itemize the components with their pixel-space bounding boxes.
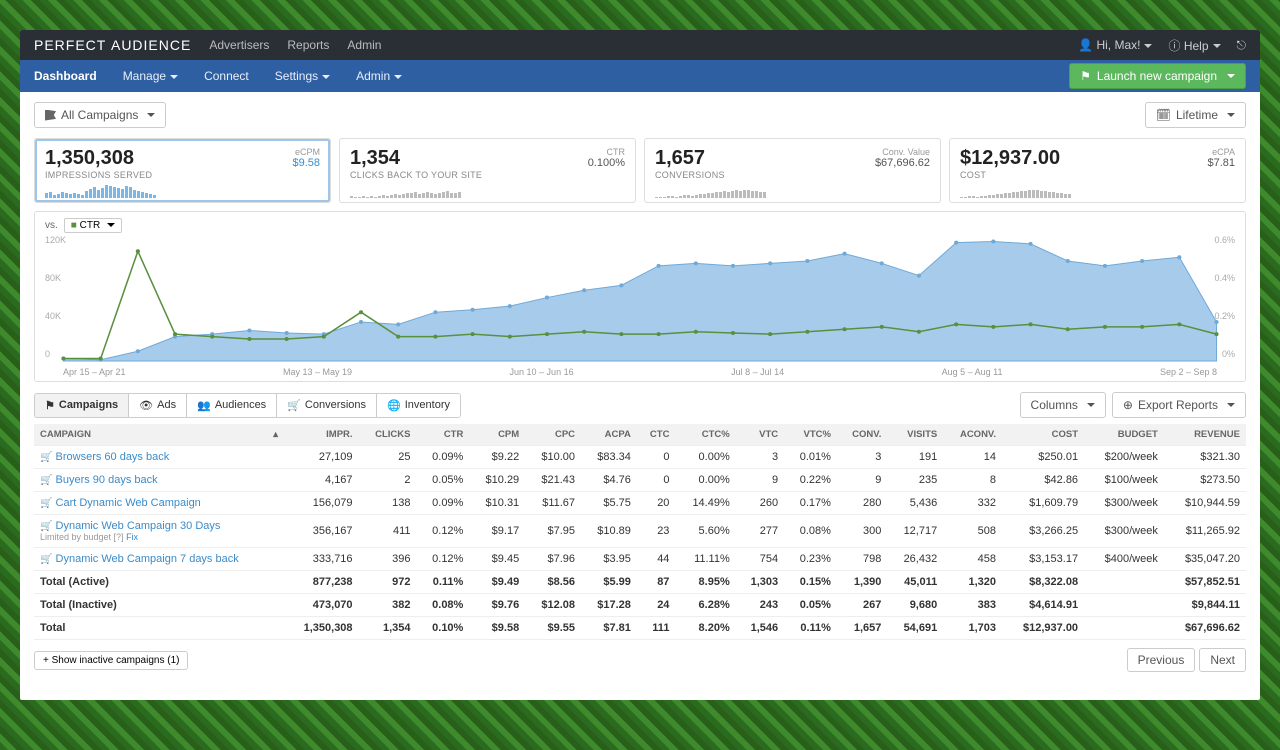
col-clicks[interactable]: CLICKS: [359, 424, 417, 446]
timerange-select[interactable]: 🗓 Lifetime: [1145, 102, 1246, 128]
cart-icon: 🛒: [40, 475, 52, 486]
globe-icon: 🌐: [387, 399, 401, 412]
cart-icon: 🛒: [40, 452, 52, 463]
table-footer: + Show inactive campaigns (1) Previous N…: [34, 648, 1246, 672]
subnav-connect[interactable]: Connect: [204, 69, 249, 83]
eye-icon: 👁: [139, 399, 153, 412]
col-ctc[interactable]: CTC%: [675, 424, 735, 446]
sparkline: [45, 184, 320, 198]
main-chart[interactable]: 120K80K40K00.6%0.4%0.2%0%: [45, 235, 1235, 365]
table-row[interactable]: 🛒 Dynamic Web Campaign 7 days back 333,7…: [34, 548, 1246, 571]
tab-campaigns[interactable]: ⚑Campaigns: [35, 394, 129, 417]
card-value: 1,350,308: [45, 147, 320, 170]
topbar-right: 👤 Hi, Max! ⓘ Help ⎋: [1078, 37, 1246, 54]
next-button[interactable]: Next: [1199, 648, 1246, 672]
toolbar: All Campaigns 🗓 Lifetime: [20, 92, 1260, 138]
col-cpm[interactable]: CPM: [469, 424, 525, 446]
card-value: 1,354: [350, 147, 625, 170]
flag-icon: ⚑: [1080, 69, 1091, 83]
col-vtc[interactable]: VTC: [736, 424, 784, 446]
subnav-manage[interactable]: Manage: [123, 69, 178, 83]
tab-conversions[interactable]: 🛒Conversions: [277, 394, 377, 417]
columns-button[interactable]: Columns: [1020, 392, 1106, 418]
calendar-icon: 🗓: [1156, 108, 1171, 122]
col-ctc[interactable]: CTC: [637, 424, 676, 446]
tab-ads[interactable]: 👁Ads: [129, 394, 187, 417]
summary-card-0[interactable]: 1,350,308 IMPRESSIONS SERVED eCPM $9.58: [34, 138, 331, 203]
cart-icon: 🛒: [287, 399, 301, 412]
people-icon: 👥: [197, 399, 211, 412]
summary-card-3[interactable]: $12,937.00 COST eCPA $7.81: [949, 138, 1246, 203]
total-row: Total (Inactive)473,0703820.08%$9.76$12.…: [34, 594, 1246, 617]
table-header-row: CAMPAIGN ▴IMPR.CLICKSCTRCPMCPCACPACTCCTC…: [34, 424, 1246, 446]
campaign-filter[interactable]: All Campaigns: [34, 102, 166, 128]
table-row[interactable]: 🛒 Dynamic Web Campaign 30 Days Limited b…: [34, 515, 1246, 548]
show-inactive-button[interactable]: + Show inactive campaigns (1): [34, 651, 188, 670]
col-acpa[interactable]: ACPA: [581, 424, 637, 446]
card-label: IMPRESSIONS SERVED: [45, 170, 320, 180]
col-revenue[interactable]: REVENUE: [1164, 424, 1246, 446]
cart-icon: 🛒: [40, 521, 52, 532]
col-vtc[interactable]: VTC%: [784, 424, 837, 446]
col-conv[interactable]: CONV.: [837, 424, 887, 446]
cart-icon: 🛒: [40, 554, 52, 565]
topnav-admin[interactable]: Admin: [347, 38, 381, 52]
col-aconv[interactable]: ACONV.: [943, 424, 1002, 446]
prev-button[interactable]: Previous: [1127, 648, 1196, 672]
table-tabs-row: ⚑Campaigns 👁Ads 👥Audiences 🛒Conversions …: [34, 392, 1246, 418]
vs-metric-select[interactable]: ■ CTR: [64, 218, 122, 233]
user-menu[interactable]: 👤 Hi, Max!: [1078, 38, 1152, 52]
logout-icon[interactable]: ⎋: [1237, 38, 1247, 53]
total-row: Total (Active)877,2389720.11%$9.49$8.56$…: [34, 571, 1246, 594]
tab-inventory[interactable]: 🌐Inventory: [377, 394, 460, 417]
card-label: CLICKS BACK TO YOUR SITE: [350, 170, 625, 180]
flag-icon: ⚑: [45, 399, 55, 412]
sparkline: [350, 184, 625, 198]
card-label: CONVERSIONS: [655, 170, 930, 180]
brand: PERFECT AUDIENCE: [34, 37, 191, 53]
sparkline: [655, 184, 930, 198]
help-menu[interactable]: ⓘ Help: [1168, 37, 1220, 54]
launch-campaign-button[interactable]: ⚑ Launch new campaign: [1069, 63, 1246, 89]
topnav-advertisers[interactable]: Advertisers: [209, 38, 269, 52]
summary-card-2[interactable]: 1,657 CONVERSIONS Conv. Value $67,696.62: [644, 138, 941, 203]
top-bar: PERFECT AUDIENCE Advertisers Reports Admin…: [20, 30, 1260, 60]
sub-nav: Dashboard Manage Connect Settings Admin ⚑ La…: [20, 60, 1260, 92]
summary-cards: 1,350,308 IMPRESSIONS SERVED eCPM $9.58 …: [20, 138, 1260, 203]
col-ctr[interactable]: CTR: [417, 424, 470, 446]
table-row[interactable]: 🛒 Buyers 90 days back 4,16720.05%$10.29$…: [34, 469, 1246, 492]
subnav-dashboard[interactable]: Dashboard: [34, 69, 97, 83]
subnav-admin[interactable]: Admin: [356, 69, 402, 83]
col-cpc[interactable]: CPC: [525, 424, 581, 446]
flag-icon: [45, 110, 56, 121]
col-cost[interactable]: COST: [1002, 424, 1084, 446]
campaigns-table: CAMPAIGN ▴IMPR.CLICKSCTRCPMCPCACPACTCCTC…: [34, 424, 1246, 640]
cart-icon: 🛒: [40, 498, 52, 509]
subnav-settings[interactable]: Settings: [275, 69, 330, 83]
chart-panel: vs. ■ CTR 120K80K40K00.6%0.4%0.2%0% Apr …: [34, 211, 1246, 382]
app-window: PERFECT AUDIENCE Advertisers Reports Admin…: [20, 30, 1260, 700]
export-button[interactable]: ⊕ Export Reports: [1112, 392, 1246, 418]
summary-card-1[interactable]: 1,354 CLICKS BACK TO YOUR SITE CTR 0.100…: [339, 138, 636, 203]
vs-label: vs.: [45, 220, 58, 231]
table-row[interactable]: 🛒 Browsers 60 days back 27,109250.09%$9.…: [34, 446, 1246, 469]
topnav-reports[interactable]: Reports: [287, 38, 329, 52]
card-value: $12,937.00: [960, 147, 1235, 170]
col-impr[interactable]: IMPR.: [284, 424, 359, 446]
table-tabs: ⚑Campaigns 👁Ads 👥Audiences 🛒Conversions …: [34, 393, 461, 418]
tab-audiences[interactable]: 👥Audiences: [187, 394, 277, 417]
sparkline: [960, 184, 1235, 198]
card-label: COST: [960, 170, 1235, 180]
col-budget[interactable]: BUDGET: [1084, 424, 1164, 446]
col-campaign[interactable]: CAMPAIGN ▴: [34, 424, 284, 446]
table-row[interactable]: 🛒 Cart Dynamic Web Campaign 156,0791380.…: [34, 492, 1246, 515]
col-visits[interactable]: VISITS: [887, 424, 943, 446]
total-row: Total1,350,3081,3540.10%$9.58$9.55$7.811…: [34, 617, 1246, 640]
